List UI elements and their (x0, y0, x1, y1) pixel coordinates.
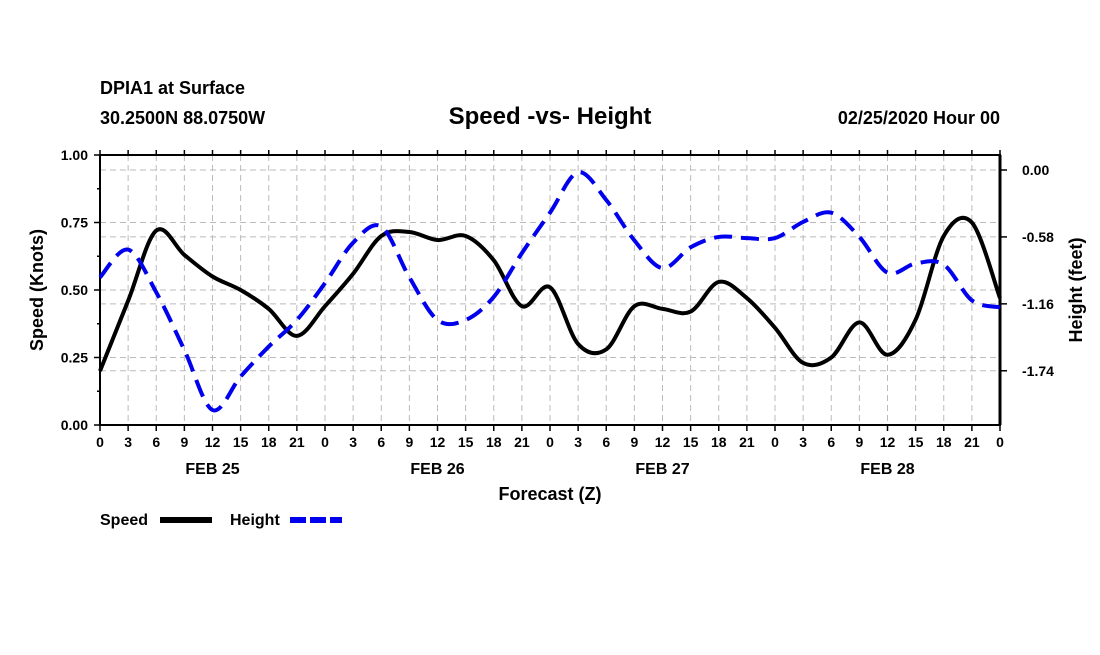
x-axis-label: Forecast (Z) (498, 484, 601, 504)
x-tick-label: 6 (827, 434, 835, 450)
x-tick-label: 0 (96, 434, 104, 450)
x-tick-label: 3 (574, 434, 582, 450)
y2-tick-label: -1.74 (1022, 363, 1054, 379)
chart-title: Speed -vs- Height (449, 103, 652, 130)
x-tick-label: 12 (430, 434, 446, 450)
y2-tick-label: -1.16 (1022, 296, 1054, 312)
x-tick-label: 18 (261, 434, 277, 450)
x-tick-label: 21 (739, 434, 755, 450)
x-tick-label: 6 (602, 434, 610, 450)
x-tick-label: 6 (152, 434, 160, 450)
y-axis-label: Speed (Knots) (27, 229, 47, 351)
x-tick-label: 9 (180, 434, 188, 450)
axes: 0 3 6 9 12 15 18 21 0 3 6 9 12 15 18 21 0 3 6 9 12 15 18 21 0 3 6 9… (61, 147, 1054, 478)
y-tick-label: 0.00 (61, 417, 88, 433)
x-tick-label: 15 (683, 434, 699, 450)
y2-tick-label: 0.00 (1022, 162, 1049, 178)
date-label: FEB 25 (185, 461, 239, 478)
legend-speed-label: Speed (100, 512, 148, 529)
run-label: 02/25/2020 Hour 00 (838, 108, 1000, 128)
x-tick-label: 12 (880, 434, 896, 450)
x-tick-label: 12 (655, 434, 671, 450)
x-tick-label: 18 (711, 434, 727, 450)
y-tick-label: 0.50 (61, 282, 88, 298)
x-tick-label: 15 (233, 434, 249, 450)
x-tick-label: 15 (908, 434, 924, 450)
legend-height-label: Height (230, 512, 280, 529)
x-tick-label: 9 (630, 434, 638, 450)
x-tick-label: 0 (321, 434, 329, 450)
y2-axis-label: Height (feet) (1066, 238, 1086, 343)
x-tick-label: 0 (996, 434, 1004, 450)
x-tick-label: 0 (546, 434, 554, 450)
y-tick-label: 0.25 (61, 350, 88, 366)
station-label: DPIA1 at Surface (100, 78, 245, 98)
y2-tick-label: -0.58 (1022, 229, 1054, 245)
x-tick-label: 21 (964, 434, 980, 450)
y-tick-label: 1.00 (61, 147, 88, 163)
x-tick-label: 15 (458, 434, 474, 450)
x-tick-label: 12 (205, 434, 221, 450)
x-tick-label: 6 (377, 434, 385, 450)
x-tick-label: 9 (405, 434, 413, 450)
x-tick-label: 3 (349, 434, 357, 450)
date-label: FEB 27 (635, 461, 689, 478)
x-tick-label: 18 (936, 434, 952, 450)
x-tick-label: 9 (855, 434, 863, 450)
date-label: FEB 26 (410, 461, 464, 478)
date-label: FEB 28 (860, 461, 914, 478)
x-tick-label: 21 (289, 434, 305, 450)
x-tick-label: 3 (799, 434, 807, 450)
x-tick-label: 21 (514, 434, 530, 450)
x-tick-label: 0 (771, 434, 779, 450)
x-tick-label: 3 (124, 434, 132, 450)
x-tick-label: 18 (486, 434, 502, 450)
y-tick-label: 0.75 (61, 215, 88, 231)
location-label: 30.2500N 88.0750W (100, 108, 265, 128)
